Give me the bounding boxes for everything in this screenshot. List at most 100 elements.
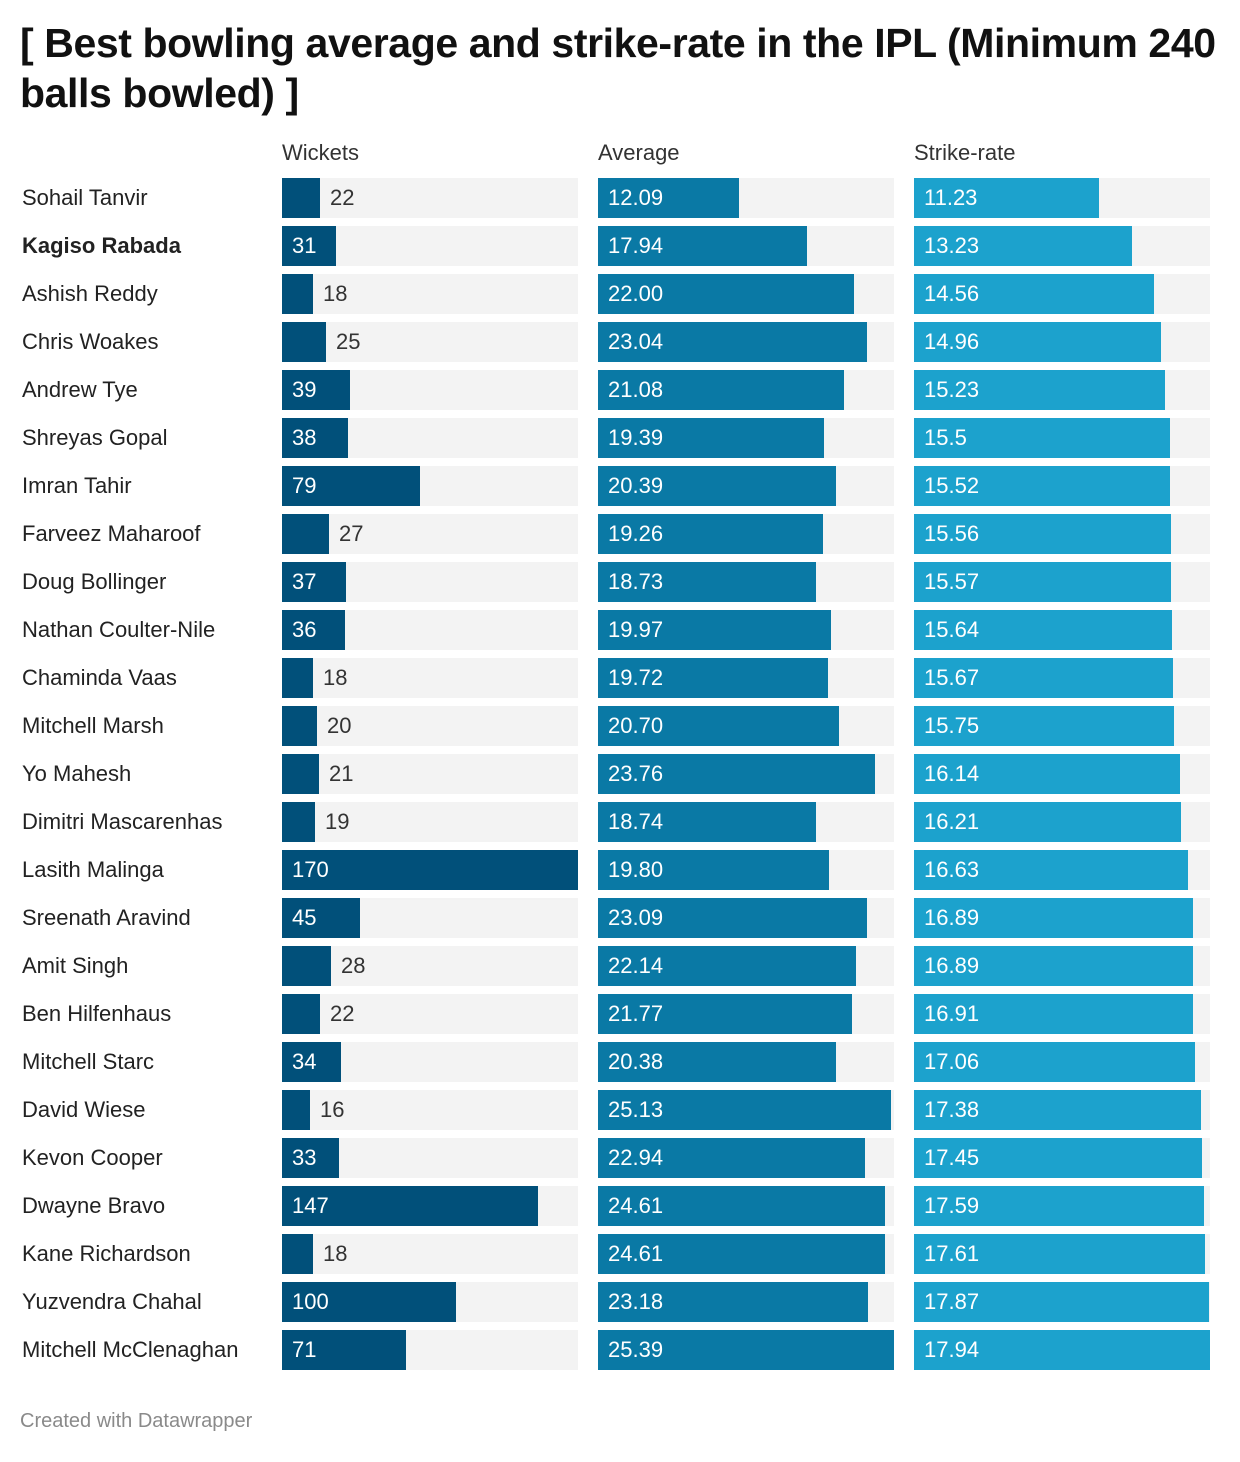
average-bar [598,562,816,602]
strike-rate-bar [914,1282,1209,1322]
strike-rate-track: 17.94 [914,1330,1210,1370]
strike-rate-track: 11.23 [914,178,1210,218]
strike-rate-track: 16.89 [914,946,1210,986]
strike-rate-bar [914,1234,1205,1274]
average-bar [598,1186,885,1226]
strike-rate-value-label: 16.63 [924,857,980,882]
wickets-bar [282,898,360,938]
chart-row: Chaminda Vaas 18 19.72 15.67 [0,658,1240,698]
average-track: 19.80 [598,850,894,890]
chart-row: Yuzvendra Chahal 100 23.18 17.87 [0,1282,1240,1322]
strike-rate-value-label: 15.56 [924,521,980,546]
row-label: Amit Singh [22,953,129,978]
chart-row: Mitchell Starc 34 20.38 17.06 [0,1042,1240,1082]
chart-row: Kane Richardson 18 24.61 17.61 [0,1234,1240,1274]
average-value-label: 24.61 [608,1241,664,1266]
strike-rate-track: 15.75 [914,706,1210,746]
strike-rate-value-label: 16.14 [924,761,980,786]
average-track: 20.70 [598,706,894,746]
wickets-bar [282,850,578,890]
wickets-bar [282,658,313,698]
average-bar [598,850,829,890]
average-bar [598,706,839,746]
strike-rate-bar [914,1090,1201,1130]
strike-rate-track: 15.56 [914,514,1210,554]
strike-rate-track: 16.91 [914,994,1210,1034]
row-label: Kevon Cooper [22,1145,163,1170]
strike-rate-bar [914,658,1173,698]
wickets-track: 71 [282,1330,578,1370]
strike-rate-track: 15.52 [914,466,1210,506]
row-label: Yuzvendra Chahal [22,1289,202,1314]
chart-row: Amit Singh 28 22.14 16.89 [0,946,1240,986]
wickets-value-label: 18 [323,1241,348,1266]
wickets-bar [282,1138,339,1178]
wickets-bar [282,466,420,506]
row-label: Farveez Maharoof [22,521,201,546]
wickets-value-label: 18 [323,281,348,306]
strike-rate-value-label: 15.64 [924,617,980,642]
average-bar [598,1138,865,1178]
strike-rate-bar [914,898,1193,938]
average-track: 23.09 [598,898,894,938]
strike-rate-value-label: 17.94 [924,1337,980,1362]
wickets-value-label: 27 [339,521,364,546]
average-track: 22.00 [598,274,894,314]
wickets-bar [282,1330,406,1370]
row-label: Dimitri Mascarenhas [22,809,223,834]
average-track: 23.76 [598,754,894,794]
row-label: Imran Tahir [22,473,132,498]
average-track: 22.14 [598,946,894,986]
row-label: Mitchell McClenaghan [22,1337,239,1362]
wickets-track: 36 [282,610,578,650]
wickets-bar [282,706,317,746]
wickets-bar [282,1042,341,1082]
strike-rate-track: 15.67 [914,658,1210,698]
strike-rate-track: 15.57 [914,562,1210,602]
row-label: Yo Mahesh [22,761,132,786]
row-label: Kagiso Rabada [22,233,181,258]
wickets-track: 18 [282,658,578,698]
average-bar [598,1090,891,1130]
average-bar [598,994,852,1034]
strike-rate-track: 14.96 [914,322,1210,362]
strike-rate-track: 17.87 [914,1282,1210,1322]
strike-rate-bar [914,1042,1195,1082]
strike-rate-value-label: 17.06 [924,1049,980,1074]
wickets-value-label: 45 [292,905,317,930]
wickets-value-label: 33 [292,1145,317,1170]
wickets-value-label: 36 [292,617,317,642]
strike-rate-track: 15.64 [914,610,1210,650]
wickets-track: 38 [282,418,578,458]
strike-rate-value-label: 16.21 [924,809,980,834]
chart-row: Mitchell Marsh 20 20.70 15.75 [0,706,1240,746]
strike-rate-value-label: 16.89 [924,905,980,930]
strike-rate-bar [914,754,1180,794]
wickets-track: 147 [282,1186,578,1226]
average-track: 21.77 [598,994,894,1034]
average-bar [598,802,816,842]
average-value-label: 21.77 [608,1001,664,1026]
row-label: Chaminda Vaas [22,665,177,690]
row-label: Sreenath Aravind [22,905,191,930]
strike-rate-bar [914,178,1099,218]
wickets-bar [282,946,331,986]
average-track: 19.26 [598,514,894,554]
strike-rate-track: 17.59 [914,1186,1210,1226]
average-track: 25.39 [598,1330,894,1370]
average-track: 21.08 [598,370,894,410]
strike-rate-bar [914,802,1181,842]
strike-rate-track: 13.23 [914,226,1210,266]
average-track: 18.74 [598,802,894,842]
strike-rate-bar [914,994,1193,1034]
average-bar [598,466,836,506]
average-value-label: 18.74 [608,809,664,834]
average-bar [598,1330,894,1370]
average-value-label: 22.14 [608,953,664,978]
strike-rate-value-label: 17.38 [924,1097,980,1122]
wickets-track: 37 [282,562,578,602]
wickets-track: 22 [282,178,578,218]
average-bar [598,658,828,698]
strike-rate-bar [914,850,1188,890]
footer-credit: Created with Datawrapper [20,1410,253,1432]
